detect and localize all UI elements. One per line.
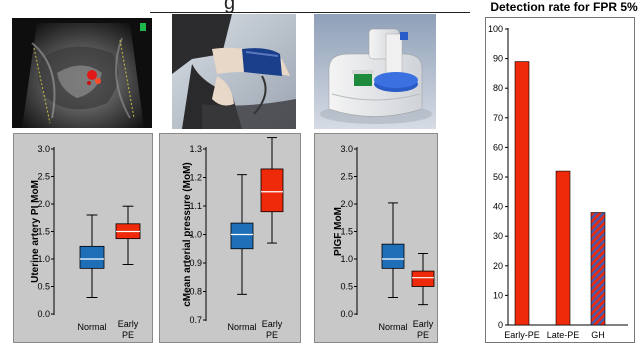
- y-tick-label: 90: [493, 54, 503, 64]
- y-axis-label: Uterine artery PI MoM: [30, 180, 41, 283]
- y-tick-label: 0: [498, 320, 503, 330]
- category-label-normal: Normal: [77, 322, 106, 332]
- category-label-early-pe-line1: Early: [118, 319, 139, 329]
- category-label-early-pe-line2: PE: [122, 330, 134, 340]
- y-tick-label: 2.0: [340, 199, 353, 209]
- bar-gh: [590, 212, 606, 326]
- y-tick-label: 0.5: [37, 282, 50, 292]
- arterial-pressure-panel: 0.7 0.8 0.9 1.0 1.1 1.2 1.3 cMean arterial pres…: [159, 133, 301, 343]
- y-tick-label: 20: [493, 261, 503, 271]
- y-tick-label: 1.5: [37, 227, 50, 237]
- y-tick-label: 50: [493, 172, 503, 182]
- category-label-early-pe-line1: Early: [262, 319, 283, 329]
- category-label-early-pe-line2: PE: [266, 330, 278, 340]
- y-tick-label: 40: [493, 202, 503, 212]
- box-normal: [381, 243, 405, 269]
- arterial-pressure-boxplot: 0.7 0.8 0.9 1.0 1.1 1.2 1.3 cMean arterial pres…: [182, 137, 284, 340]
- category-label-normal: Normal: [227, 322, 256, 332]
- y-tick-label: 1.0: [37, 254, 50, 264]
- uterine-artery-panel: 0.0 0.5 1.0 1.5 2.0 2.5 3.0 Uterine artery PI M…: [13, 133, 153, 343]
- y-tick-label: 2.0: [37, 199, 50, 209]
- y-tick-label: 1.3: [189, 144, 202, 154]
- y-axis-label: cMean arterial pressure (MoM): [182, 162, 193, 307]
- y-tick-label: 60: [493, 142, 503, 152]
- y-tick-label: 0.8: [189, 287, 202, 297]
- bar-early-pe: [514, 61, 530, 326]
- lab-analyzer-photo: [314, 14, 436, 129]
- box-early-pe: [260, 168, 284, 213]
- bar-late-pe: [555, 170, 571, 326]
- y-tick-label: 70: [493, 113, 503, 123]
- box-normal: [230, 222, 254, 250]
- y-tick-label: 0.5: [340, 282, 353, 292]
- y-tick-label: 1.5: [340, 227, 353, 237]
- x-tick-label: GH: [591, 330, 605, 340]
- ultrasound-image: [12, 18, 152, 128]
- y-tick-label: 1.0: [340, 254, 353, 264]
- x-tick-label: Early-PE: [504, 330, 540, 340]
- y-tick-label: 0.9: [189, 258, 202, 268]
- category-label-early-pe-line2: PE: [417, 330, 429, 340]
- box-normal: [79, 245, 105, 269]
- blood-pressure-photo: [172, 14, 296, 129]
- y-tick-label: 1.1: [189, 201, 202, 211]
- detection-chart-title: Detection rate for FPR 5%: [490, 0, 638, 14]
- detection-chart-frame: 0 10 20 30 40 50 60 70 80 90 100 Early-PE Late-PE GH: [485, 17, 635, 343]
- y-tick-label: 2.5: [340, 172, 353, 182]
- y-tick-label: 1.2: [189, 173, 202, 183]
- y-axis-label: PlGF MoM: [333, 207, 344, 256]
- detection-bar-chart: 0 10 20 30 40 50 60 70 80 90 100 Early-PE Late-PE GH: [488, 24, 628, 340]
- y-tick-label: 3.0: [340, 144, 353, 154]
- y-tick-label: 30: [493, 231, 503, 241]
- x-tick-label: Late-PE: [547, 330, 580, 340]
- y-tick-label: 0.0: [37, 309, 50, 319]
- box-early-pe: [411, 270, 435, 287]
- header-fragment: g: [224, 0, 236, 14]
- category-label-early-pe-line1: Early: [413, 319, 434, 329]
- y-tick-label: 3.0: [37, 144, 50, 154]
- y-tick-label: 0.0: [340, 309, 353, 319]
- y-tick-label: 0.7: [189, 315, 202, 325]
- y-tick-label: 1.0: [189, 230, 202, 240]
- plgf-panel: 0.0 0.5 1.0 1.5 2.0 2.5 3.0 PlGF MoM Normal Early…: [314, 133, 438, 343]
- category-label-normal: Normal: [378, 322, 407, 332]
- header-rule: [150, 12, 470, 13]
- y-tick-label: 2.5: [37, 172, 50, 182]
- plgf-boxplot: 0.0 0.5 1.0 1.5 2.0 2.5 3.0 PlGF MoM Normal Early…: [333, 144, 435, 340]
- y-tick-label: 100: [488, 24, 503, 34]
- y-tick-label: 10: [493, 290, 503, 300]
- uterine-artery-boxplot: 0.0 0.5 1.0 1.5 2.0 2.5 3.0 Uterine artery PI M…: [30, 144, 141, 340]
- y-tick-label: 80: [493, 83, 503, 93]
